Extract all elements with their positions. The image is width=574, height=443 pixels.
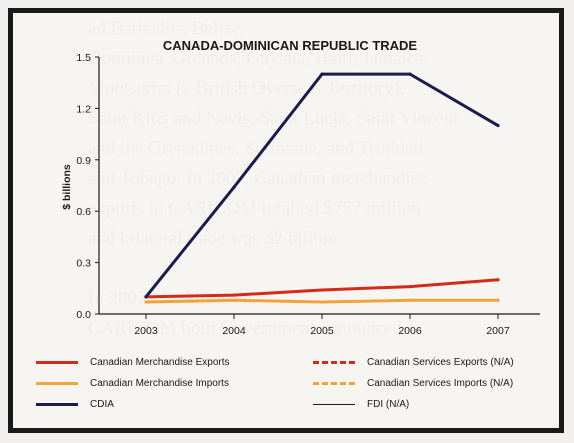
- y-tick-label: 0.3: [76, 258, 91, 270]
- data-point: [144, 300, 148, 304]
- data-point: [320, 288, 324, 292]
- legend-swatch: [36, 402, 78, 406]
- chart-title: CANADA-DOMINICAN REPUBLIC TRADE: [163, 38, 418, 53]
- y-axis-label: $ billions: [61, 164, 73, 210]
- y-tick-label: 0.0: [76, 309, 91, 321]
- data-point: [144, 295, 148, 299]
- x-tick-label: 2006: [398, 325, 422, 337]
- data-point: [232, 298, 236, 302]
- legend-item: CDIA: [36, 396, 114, 412]
- legend-label: CDIA: [90, 398, 114, 410]
- data-point: [320, 72, 324, 76]
- data-point: [320, 300, 324, 304]
- legend-item: Canadian Services Exports (N/A): [313, 354, 514, 370]
- data-point: [496, 123, 500, 128]
- series-line-0: [144, 278, 500, 299]
- legend-label: Canadian Merchandise Imports: [90, 377, 229, 389]
- x-tick-label: 2004: [222, 325, 246, 337]
- legend-label: Canadian Services Imports (N/A): [367, 377, 514, 389]
- data-point: [408, 284, 412, 289]
- legend-label: FDI (N/A): [367, 398, 410, 410]
- legend: Canadian Merchandise Exports Canadian Ser…: [36, 354, 546, 426]
- x-tick-label: 2005: [310, 325, 334, 337]
- data-point: [496, 278, 500, 282]
- legend-swatch: [313, 381, 355, 385]
- series-line-2: [144, 72, 500, 299]
- chart-frame: [8, 8, 564, 433]
- data-point: [496, 298, 500, 302]
- legend-label: Canadian Merchandise Exports: [90, 356, 230, 368]
- legend-item: Canadian Merchandise Imports: [36, 375, 229, 391]
- data-point: [408, 298, 412, 302]
- y-tick-label: 1.5: [76, 52, 91, 64]
- y-tick-label: 1.2: [76, 103, 91, 115]
- x-tick-label: 2007: [486, 325, 510, 337]
- data-point: [408, 72, 412, 76]
- data-point: [232, 185, 236, 189]
- x-tick-label: 2003: [134, 325, 158, 337]
- legend-item: FDI (N/A): [313, 396, 409, 412]
- y-tick-label: 0.9: [76, 155, 91, 167]
- y-tick-label: 0.6: [76, 206, 91, 218]
- legend-swatch: [313, 403, 355, 405]
- legend-swatch: [313, 360, 355, 364]
- legend-swatch: [36, 360, 78, 364]
- legend-item: Canadian Services Imports (N/A): [313, 375, 513, 391]
- legend-swatch: [36, 381, 78, 385]
- legend-label: Canadian Services Exports (N/A): [367, 356, 514, 368]
- legend-item: Canadian Merchandise Exports: [36, 354, 230, 370]
- data-point: [232, 293, 236, 297]
